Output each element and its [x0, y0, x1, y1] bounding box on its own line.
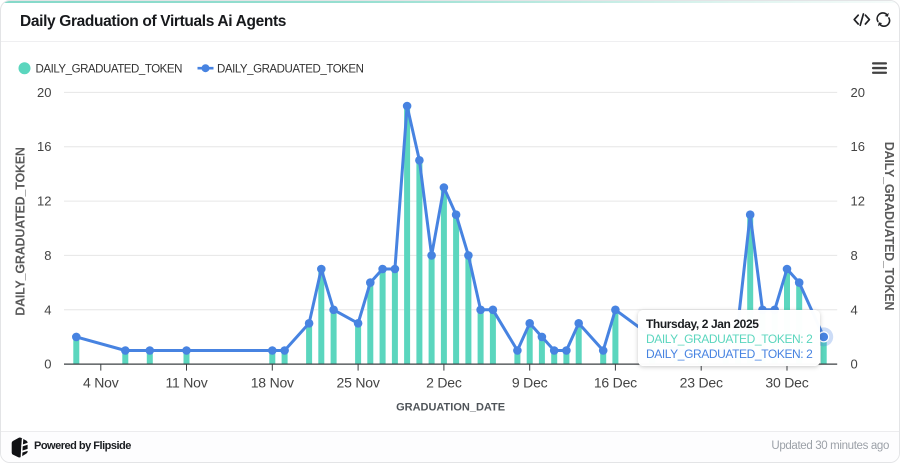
- svg-text:16 Dec: 16 Dec: [594, 375, 637, 391]
- svg-text:12: 12: [851, 194, 865, 209]
- svg-text:4: 4: [44, 302, 51, 317]
- svg-text:0: 0: [851, 357, 858, 372]
- svg-text:18 Nov: 18 Nov: [251, 375, 294, 391]
- svg-text:DAILY_GRADUATED_TOKEN: DAILY_GRADUATED_TOKEN: [217, 63, 364, 75]
- svg-text:8: 8: [851, 248, 858, 263]
- svg-text:9 Dec: 9 Dec: [512, 375, 548, 391]
- svg-text:11 Nov: 11 Nov: [165, 375, 207, 391]
- svg-text:16: 16: [37, 139, 51, 154]
- svg-text:DAILY_GRADUATED_TOKEN: DAILY_GRADUATED_TOKEN: [14, 147, 28, 316]
- svg-text:4 Nov: 4 Nov: [83, 375, 119, 391]
- svg-text:2 Dec: 2 Dec: [426, 375, 462, 391]
- svg-text:0: 0: [44, 357, 51, 372]
- svg-text:DAILY_GRADUATED_TOKEN: DAILY_GRADUATED_TOKEN: [882, 142, 896, 311]
- svg-text:20: 20: [851, 85, 865, 100]
- svg-text:20: 20: [37, 85, 51, 100]
- svg-text:DAILY_GRADUATED_TOKEN: DAILY_GRADUATED_TOKEN: [36, 63, 183, 75]
- svg-text:12: 12: [37, 194, 51, 209]
- svg-text:23 Dec: 23 Dec: [680, 375, 723, 391]
- svg-text:30 Dec: 30 Dec: [765, 375, 808, 391]
- svg-text:4: 4: [851, 302, 858, 317]
- svg-text:16: 16: [851, 139, 865, 154]
- svg-text:8: 8: [44, 248, 51, 263]
- svg-text:25 Nov: 25 Nov: [337, 375, 380, 391]
- svg-text:GRADUATION_DATE: GRADUATION_DATE: [396, 402, 505, 414]
